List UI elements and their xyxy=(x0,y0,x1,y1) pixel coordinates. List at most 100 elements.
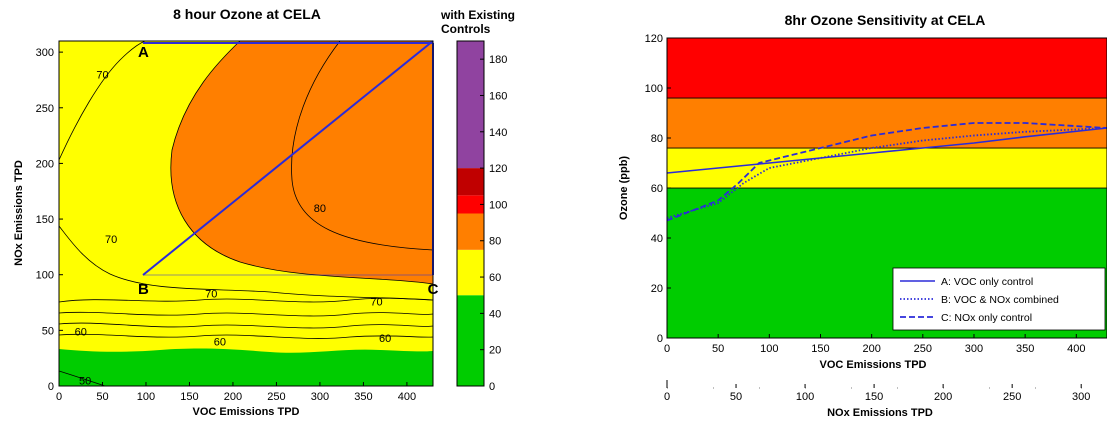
colorbar-ticks: 0 20 40 60 80 100 120 140 160 180 xyxy=(480,54,507,393)
colorbar-title-line-1: with Existing xyxy=(440,8,515,22)
sensitivity-y-axis-label: Ozone (ppb) xyxy=(618,156,630,220)
contour-x-axis-label: VOC Emissions TPD xyxy=(193,406,300,418)
colorbar-band xyxy=(457,195,484,214)
orange-region xyxy=(170,40,434,285)
colorbar-tick-label: 140 xyxy=(489,127,507,139)
colorbar-tick-label: 80 xyxy=(489,236,501,248)
sensitivity-y-tick-label: 0 xyxy=(657,333,663,345)
scenario-point-a: A xyxy=(138,44,149,61)
sensitivity-y-tick-label: 60 xyxy=(651,183,663,195)
contour-level-label: 80 xyxy=(314,203,326,215)
contour-x-tick-label: 250 xyxy=(267,391,285,403)
contour-plot-frame xyxy=(58,40,434,387)
contour-y-axis-label: NOx Emissions TPD xyxy=(13,160,25,266)
contour-x-tick-label: 100 xyxy=(137,391,155,403)
contour-x-tick-label: 350 xyxy=(354,391,372,403)
scenario-point-b: B xyxy=(138,281,149,298)
colorbar-frame xyxy=(456,40,485,387)
colorbar-tick-label: 120 xyxy=(489,163,507,175)
sensitivity-y-tick-label: 120 xyxy=(645,33,663,45)
contour-x-tick-label: 0 xyxy=(56,391,62,403)
colorbar-tick-label: 60 xyxy=(489,272,501,284)
nox-tick-label: 200 xyxy=(934,391,952,403)
sensitivity-series xyxy=(666,122,1107,222)
sensitivity-x-tick-label: 300 xyxy=(965,343,983,355)
contour-labels: 70 70 80 70 70 60 60 60 50 xyxy=(75,69,392,387)
contour-y-tick-label: 50 xyxy=(42,325,54,337)
contour-x-tick-label: 400 xyxy=(398,391,416,403)
sensitivity-chart-title: 8hr Ozone Sensitivity at CELA xyxy=(785,12,986,28)
ozone-band xyxy=(666,37,1107,99)
colorbar-band xyxy=(457,168,484,196)
sensitivity-x-axis-label: VOC Emissions TPD xyxy=(820,359,927,371)
colorbar-band xyxy=(457,213,484,250)
contour-x-tick-label: 150 xyxy=(180,391,198,403)
colorbar-title: with Existing Controls xyxy=(440,8,518,36)
contour-level-label: 70 xyxy=(96,69,108,81)
path-b-to-c-diagonal xyxy=(142,40,434,276)
nox-axis-label: NOx Emissions TPD xyxy=(827,407,933,419)
contour-x-tick-label: 200 xyxy=(224,391,242,403)
contour-level-label: 70 xyxy=(105,234,117,246)
contour-level-label: 60 xyxy=(75,326,87,338)
colorbar-title-line-2: Controls xyxy=(441,22,491,36)
colorbar-band xyxy=(457,41,484,169)
sensitivity-x-ticks: 0 50 100 150 200 250 300 350 400 xyxy=(664,334,1085,355)
sensitivity-y-tick-label: 40 xyxy=(651,233,663,245)
legend-items: A: VOC only control B: VOC & NOx combined… xyxy=(900,276,1059,324)
contour-x-ticks: 0 50 100 150 200 250 300 350 400 xyxy=(56,382,416,403)
legend-entry-label: B: VOC & NOx combined xyxy=(941,294,1059,306)
colorbar: with Existing Controls 0 20 40 60 80 100 120 14… xyxy=(440,8,518,393)
contour-x-tick-label: 50 xyxy=(96,391,108,403)
contour-level-label: 60 xyxy=(214,336,226,348)
contour-level-label: 60 xyxy=(379,333,391,345)
sensitivity-y-ticks: 0 20 40 60 80 100 120 xyxy=(645,33,671,345)
contour-x-tick-label: 300 xyxy=(311,391,329,403)
sensitivity-y-tick-label: 80 xyxy=(651,133,663,145)
series-line-dotted xyxy=(666,127,1107,219)
contour-level-label: 70 xyxy=(370,296,382,308)
colorbar-tick-label: 180 xyxy=(489,54,507,66)
contour-y-tick-label: 0 xyxy=(48,381,54,393)
contour-y-ticks: 0 50 100 150 200 250 300 xyxy=(36,47,63,393)
nox-secondary-axis: 0 50 100 150 200 250 300 NOx Emissions TPD xyxy=(664,380,1095,419)
nox-tick-label: 300 xyxy=(1072,391,1090,403)
legend: A: VOC only control B: VOC & NOx combined… xyxy=(892,267,1106,331)
colorbar-band xyxy=(457,295,484,386)
legend-entry-label: C: NOx only control xyxy=(941,312,1032,324)
series-line-dashed xyxy=(666,122,1107,222)
nox-axis-ticks: 0 50 100 150 200 250 300 xyxy=(664,384,1090,403)
contour-chart-title: 8 hour Ozone at CELA xyxy=(173,6,321,22)
colorbar-tick-label: 0 xyxy=(489,381,495,393)
ozone-band xyxy=(666,97,1107,149)
sensitivity-x-tick-label: 250 xyxy=(914,343,932,355)
contour-y-tick-label: 300 xyxy=(36,47,54,59)
contour-y-tick-label: 200 xyxy=(36,158,54,170)
colorbar-tick-label: 100 xyxy=(489,199,507,211)
nox-tick-label: 0 xyxy=(664,391,670,403)
series-line-solid xyxy=(666,127,1107,174)
nox-tick-label: 50 xyxy=(730,391,742,403)
contour-level-label: 50 xyxy=(79,375,91,387)
ozone-band xyxy=(666,147,1107,189)
sensitivity-x-tick-label: 50 xyxy=(712,343,724,355)
nox-tick-label: 150 xyxy=(865,391,883,403)
colorbar-bands xyxy=(457,41,484,386)
green-region xyxy=(59,348,433,386)
sensitivity-x-tick-label: 100 xyxy=(760,343,778,355)
sensitivity-y-tick-label: 20 xyxy=(651,283,663,295)
contour-y-tick-label: 250 xyxy=(36,103,54,115)
colorbar-tick-label: 40 xyxy=(489,308,501,320)
contour-y-tick-label: 150 xyxy=(36,214,54,226)
nox-tick-label: 250 xyxy=(1003,391,1021,403)
contour-y-tick-label: 100 xyxy=(36,270,54,282)
colorbar-tick-label: 20 xyxy=(489,345,501,357)
sensitivity-x-tick-label: 0 xyxy=(664,343,670,355)
sensitivity-x-tick-label: 400 xyxy=(1067,343,1085,355)
sensitivity-y-tick-label: 100 xyxy=(645,83,663,95)
sensitivity-x-tick-label: 350 xyxy=(1016,343,1034,355)
sensitivity-x-tick-label: 150 xyxy=(811,343,829,355)
